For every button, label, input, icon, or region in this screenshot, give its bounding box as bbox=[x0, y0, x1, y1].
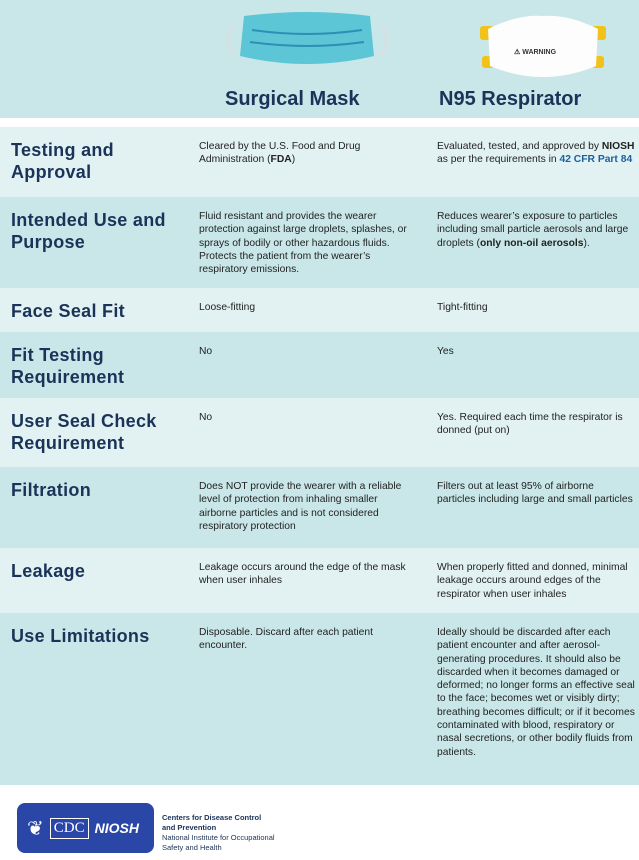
n95-cell: Yes. Required each time the respirator i… bbox=[437, 411, 635, 438]
cell-text: Fluid resistant and provides the wearer … bbox=[199, 211, 407, 276]
n95-cell: When properly fitted and donned, minimal… bbox=[437, 561, 635, 601]
row-label: Filtration bbox=[11, 480, 91, 500]
n95-cell: Filters out at least 95% of airborne par… bbox=[437, 480, 635, 507]
comparison-row: Filtration Does NOT provide the wearer wi… bbox=[0, 467, 639, 548]
org-line: Safety and Health bbox=[162, 843, 222, 852]
row-label: Use Limitations bbox=[11, 626, 150, 646]
cell-text: as per the requirements in bbox=[437, 154, 560, 166]
n95-cell: Reduces wearer’s exposure to particles i… bbox=[437, 210, 635, 250]
header: ⚠ WARNING Surgical Mask N95 Respirator bbox=[0, 0, 639, 118]
row-label: User Seal Check Requirement bbox=[11, 411, 157, 453]
comparison-row: Intended Use and Purpose Fluid resistant … bbox=[0, 197, 639, 288]
cell-text: Yes. Required each time the respirator i… bbox=[437, 412, 623, 437]
cell-text: Reduces wearer’s exposure to particles i… bbox=[437, 211, 629, 249]
cell-text: Leakage occurs around the edge of the ma… bbox=[199, 562, 406, 587]
cell-text: Tight-fitting bbox=[437, 302, 488, 313]
cell-text: only non-oil aerosols bbox=[479, 237, 584, 249]
regulation-link[interactable]: 42 CFR Part 84 bbox=[559, 154, 633, 166]
comparison-row: Face Seal Fit Loose-fitting Tight-fitting bbox=[0, 288, 639, 332]
n95-cell: Tight-fitting bbox=[437, 301, 635, 314]
cell-text: When properly fitted and donned, minimal… bbox=[437, 562, 628, 600]
surgical-cell: Leakage occurs around the edge of the ma… bbox=[199, 561, 414, 588]
cell-text: Does NOT provide the wearer with a relia… bbox=[199, 481, 402, 532]
surgical-cell: No bbox=[199, 345, 414, 358]
cell-text: Filters out at least 95% of airborne par… bbox=[437, 481, 633, 506]
comparison-row: Testing and Approval Cleared by the U.S. … bbox=[0, 127, 639, 197]
row-label: Testing and Approval bbox=[11, 140, 114, 182]
row-label: Fit Testing Requirement bbox=[11, 345, 125, 387]
surgical-cell: Disposable. Discard after each patient e… bbox=[199, 626, 414, 653]
cell-text: ). bbox=[583, 237, 590, 249]
n95-respirator-image bbox=[480, 15, 606, 77]
cdc-logo-text: CDC bbox=[49, 817, 89, 839]
niosh-logo-text: NIOSH bbox=[94, 820, 139, 836]
row-label: Face Seal Fit bbox=[11, 301, 125, 321]
cell-text: Evaluated, tested, and approved by bbox=[437, 141, 602, 152]
cell-text: Ideally should be discarded after each p… bbox=[437, 627, 635, 758]
n95-warning-label: ⚠ WARNING bbox=[514, 49, 557, 56]
cell-text: Disposable. Discard after each patient e… bbox=[199, 627, 373, 652]
cell-text: FDA bbox=[270, 154, 292, 166]
n95-cell: Evaluated, tested, and approved by NIOSH… bbox=[437, 140, 635, 167]
comparison-row: Leakage Leakage occurs around the edge of… bbox=[0, 548, 639, 613]
cell-text: Yes bbox=[437, 346, 454, 357]
cell-text: Cleared by the U.S. Food and Drug Admini… bbox=[199, 141, 361, 166]
org-line: National Institute for Occupational bbox=[162, 833, 275, 842]
surgical-cell: No bbox=[199, 411, 414, 424]
cell-text: ) bbox=[291, 154, 296, 166]
surgical-mask-heading: Surgical Mask bbox=[225, 88, 360, 110]
surgical-cell: Cleared by the U.S. Food and Drug Admini… bbox=[199, 140, 414, 167]
organization-name: Centers for Disease Control and Preventi… bbox=[162, 813, 275, 853]
n95-cell: Yes bbox=[437, 345, 635, 358]
cdc-niosh-logo: ❦ CDC NIOSH bbox=[17, 803, 154, 853]
cell-text: Loose-fitting bbox=[199, 302, 256, 313]
surgical-cell: Loose-fitting bbox=[199, 301, 414, 314]
hhs-eagle-icon: ❦ bbox=[27, 817, 44, 840]
row-label: Intended Use and Purpose bbox=[11, 210, 166, 252]
n95-respirator-heading: N95 Respirator bbox=[439, 88, 582, 110]
n95-cell: Ideally should be discarded after each p… bbox=[437, 626, 635, 759]
cell-text: No bbox=[199, 346, 213, 357]
surgical-cell: Fluid resistant and provides the wearer … bbox=[199, 210, 414, 276]
surgical-cell: Does NOT provide the wearer with a relia… bbox=[199, 480, 414, 533]
comparison-row: Use Limitations Disposable. Discard after… bbox=[0, 613, 639, 785]
surgical-mask-image bbox=[226, 12, 388, 64]
footer: ❦ CDC NIOSH Centers for Disease Control … bbox=[0, 785, 639, 860]
cell-text: NIOSH bbox=[601, 141, 635, 152]
comparison-row: Fit Testing Requirement No Yes bbox=[0, 332, 639, 398]
row-label: Leakage bbox=[11, 561, 86, 581]
org-line: Centers for Disease Control bbox=[162, 813, 262, 822]
org-line: and Prevention bbox=[162, 823, 217, 832]
cell-text: No bbox=[199, 412, 213, 423]
comparison-row: User Seal Check Requirement No Yes. Requir… bbox=[0, 398, 639, 467]
